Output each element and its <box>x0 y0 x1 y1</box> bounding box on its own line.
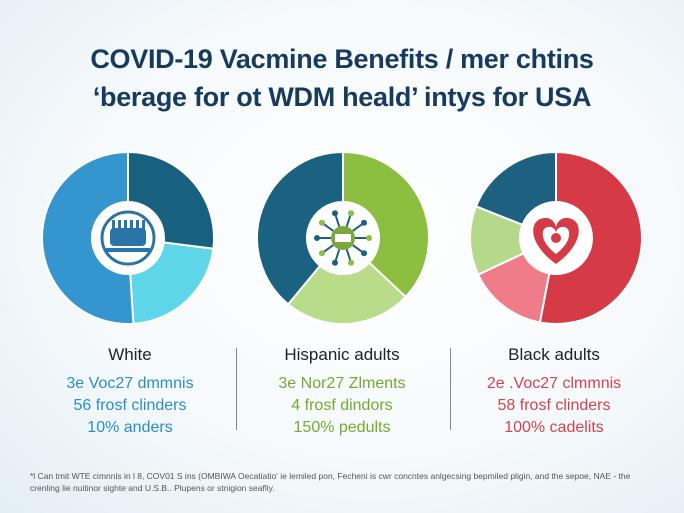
group-stat-line: 2e .Voc27 clmmnis <box>486 375 622 392</box>
virus-icon <box>314 210 372 266</box>
chart-title-line-1: COVID-19 Vacmine Benefits / mer chtins <box>90 44 594 74</box>
pie-chart-hispanic <box>256 150 430 325</box>
pie-chart-white <box>41 150 215 325</box>
group-stat-line: 4 frosf dindors <box>291 397 393 414</box>
divider <box>236 348 237 430</box>
charts-area <box>0 150 684 330</box>
group-name: Hispanic adults <box>284 345 400 364</box>
vaccine-icon <box>100 210 156 266</box>
group-name: Black adults <box>508 345 600 364</box>
group-white: White 3e Voc27 dmmnis 56 frosf clinders … <box>30 345 230 439</box>
group-stat-line: 3e Voc27 dmmnis <box>66 375 194 392</box>
group-black: Black adults 2e .Voc27 clmmnis 58 frosf … <box>454 345 654 439</box>
group-stat-line: 150% pedults <box>293 419 391 436</box>
pie-chart-black <box>469 150 643 325</box>
footnote: *l Can tmit WTE cimnnls in l 8, COV01 S … <box>30 471 631 493</box>
heart-icon <box>533 217 579 264</box>
group-hispanic: Hispanic adults 3e Nor27 Zlments 4 frosf… <box>242 345 442 439</box>
group-stat-line: 58 frosf clinders <box>497 397 611 414</box>
divider <box>450 348 451 430</box>
group-stat-line: 100% cadelits <box>504 419 604 436</box>
group-name: White <box>108 345 152 364</box>
group-stat-line: 3e Nor27 Zlments <box>278 375 406 392</box>
group-stat-line: 56 frosf clinders <box>73 397 187 414</box>
chart-title-line-2: ‘berage for ot WDM heald’ intys for USA <box>92 82 592 112</box>
group-stat-line: 10% anders <box>87 419 173 436</box>
